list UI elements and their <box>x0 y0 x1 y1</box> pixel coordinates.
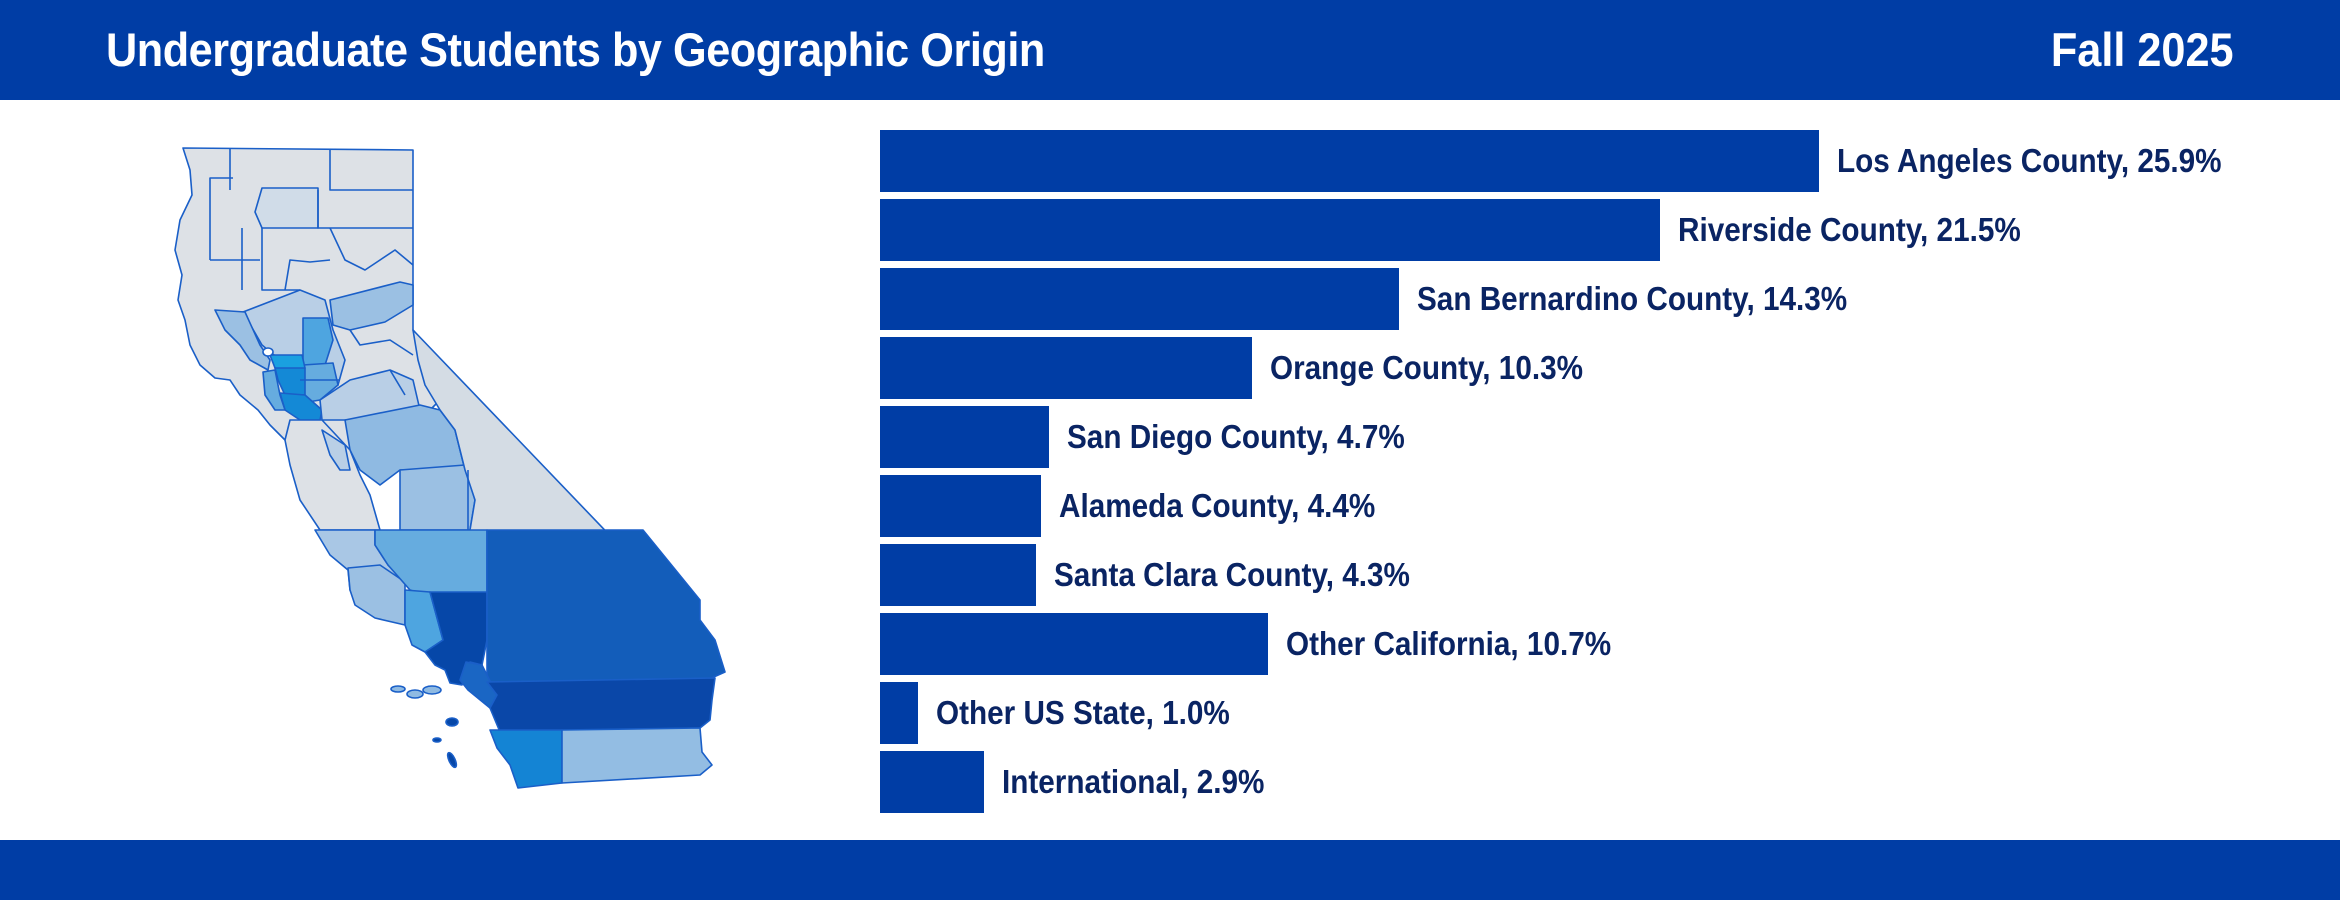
map-region-kings <box>321 429 351 471</box>
map-region-tulare <box>399 464 476 531</box>
bar-row-riverside: Riverside County, 21.5% <box>880 199 2059 261</box>
map-region-imperial <box>561 727 713 784</box>
bar-alameda <box>880 475 1041 537</box>
bar-label-orange: Orange County, 10.3% <box>1270 349 1584 386</box>
bar-riverside <box>880 199 1660 261</box>
bar-international <box>880 751 984 813</box>
map-region-santa-barbara <box>347 564 406 626</box>
bar-row-santa-clara: Santa Clara County, 4.3% <box>880 544 1450 606</box>
map-region-san-bernardino <box>486 529 726 683</box>
term-label: Fall 2025 <box>2051 23 2234 76</box>
header-banner: Undergraduate Students by Geographic Ori… <box>0 0 2340 100</box>
bar-chart: Los Angeles County, 25.9% Riverside Coun… <box>880 130 2280 820</box>
bar-orange <box>880 337 1252 399</box>
map-region-riverside <box>486 677 716 733</box>
map-island-4 <box>445 717 459 727</box>
bar-santa-clara <box>880 544 1036 606</box>
page-title: Undergraduate Students by Geographic Ori… <box>106 23 1045 76</box>
bar-label-santa-clara: Santa Clara County, 4.3% <box>1054 556 1410 593</box>
bar-label-other-california: Other California, 10.7% <box>1286 625 1612 662</box>
map-region-sierra-foothills <box>329 281 414 331</box>
bar-label-los-angeles: Los Angeles County, 25.9% <box>1837 142 2222 179</box>
bar-row-san-diego: San Diego County, 4.7% <box>880 406 1442 468</box>
bar-label-riverside: Riverside County, 21.5% <box>1678 211 2021 248</box>
map-region-shasta <box>254 187 319 229</box>
map-island-2 <box>406 689 424 699</box>
map-island-6 <box>446 751 458 769</box>
bar-label-international: International, 2.9% <box>1002 763 1265 800</box>
bar-san-bernardino <box>880 268 1399 330</box>
map-region-san-diego <box>489 729 563 789</box>
bar-row-los-angeles: Los Angeles County, 25.9% <box>880 130 2264 192</box>
map-island-1 <box>390 685 406 693</box>
map-region-sonoma <box>214 309 271 371</box>
bar-label-other-us-state: Other US State, 1.0% <box>936 694 1230 731</box>
bar-row-orange: Orange County, 10.3% <box>880 337 1618 399</box>
footer-banner <box>0 840 2340 900</box>
bar-row-international: International, 2.9% <box>880 751 1294 813</box>
map-sf-bay <box>262 347 274 357</box>
bar-label-san-diego: San Diego County, 4.7% <box>1067 418 1405 455</box>
map-island-3 <box>422 685 442 695</box>
bar-other-us-state <box>880 682 918 744</box>
bar-label-alameda: Alameda County, 4.4% <box>1059 487 1376 524</box>
bar-row-alameda: Alameda County, 4.4% <box>880 475 1410 537</box>
bar-row-san-bernardino: San Bernardino County, 14.3% <box>880 268 1895 330</box>
bar-label-san-bernardino: San Bernardino County, 14.3% <box>1417 280 1848 317</box>
bar-san-diego <box>880 406 1049 468</box>
map-island-5 <box>432 737 442 743</box>
map-region-san-mateo <box>262 369 286 411</box>
california-county-map <box>174 147 726 789</box>
bar-los-angeles <box>880 130 1819 192</box>
bar-row-other-california: Other California, 10.7% <box>880 613 1647 675</box>
bar-other-california <box>880 613 1268 675</box>
bar-row-other-us-state: Other US State, 1.0% <box>880 682 1262 744</box>
